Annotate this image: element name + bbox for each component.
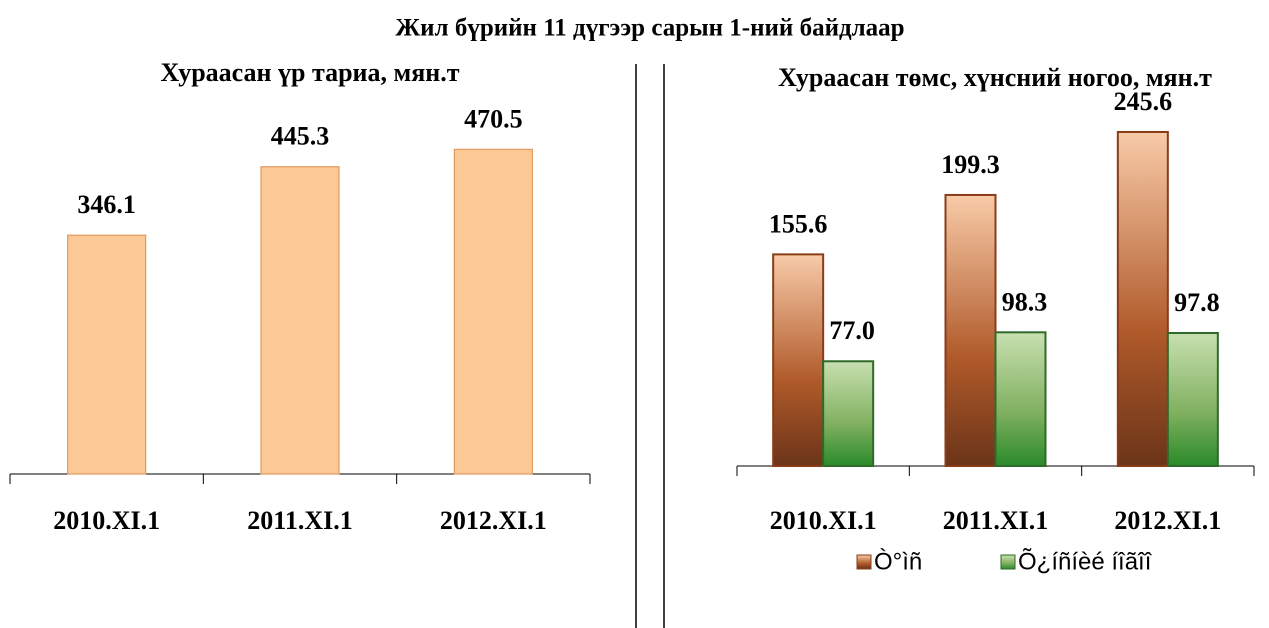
data-label: 97.8 <box>1174 288 1220 317</box>
legend-label: Ò°ìñ <box>874 548 922 575</box>
legend-swatch <box>856 554 872 570</box>
bar <box>1116 130 1169 467</box>
x-tick-label: 2010.XI.1 <box>770 506 877 535</box>
data-label: 346.1 <box>77 190 136 219</box>
data-label: 199.3 <box>941 150 1000 179</box>
bar <box>772 253 825 467</box>
x-tick-label: 2012.XI.1 <box>440 506 547 535</box>
legend-label: Õ¿íñíèé íîãîî <box>1018 547 1153 575</box>
chart-title: Хураасан төмс, хүнсний ногоо, мян.т <box>778 63 1212 92</box>
data-label: 77.0 <box>829 316 875 345</box>
bar <box>1166 331 1219 467</box>
x-tick-label: 2011.XI.1 <box>247 506 352 535</box>
bar <box>944 193 997 467</box>
data-label: 470.5 <box>464 104 523 133</box>
page-title: Жил бүрийн 11 дүгээр сарын 1-ний байдлаа… <box>395 15 904 42</box>
data-label: 245.6 <box>1114 87 1173 116</box>
x-tick-label: 2011.XI.1 <box>943 506 1048 535</box>
bar <box>994 331 1047 468</box>
bar <box>67 234 147 475</box>
bar <box>260 166 340 475</box>
data-label: 445.3 <box>271 122 330 151</box>
data-label: 98.3 <box>1002 287 1048 316</box>
bar <box>822 360 875 467</box>
x-tick-label: 2010.XI.1 <box>53 506 160 535</box>
chart-title: Хураасан үр тариа, мян.т <box>160 58 459 87</box>
data-label: 155.6 <box>769 209 828 238</box>
bar <box>453 148 533 475</box>
legend-swatch <box>1000 554 1016 570</box>
x-tick-label: 2012.XI.1 <box>1114 506 1221 535</box>
